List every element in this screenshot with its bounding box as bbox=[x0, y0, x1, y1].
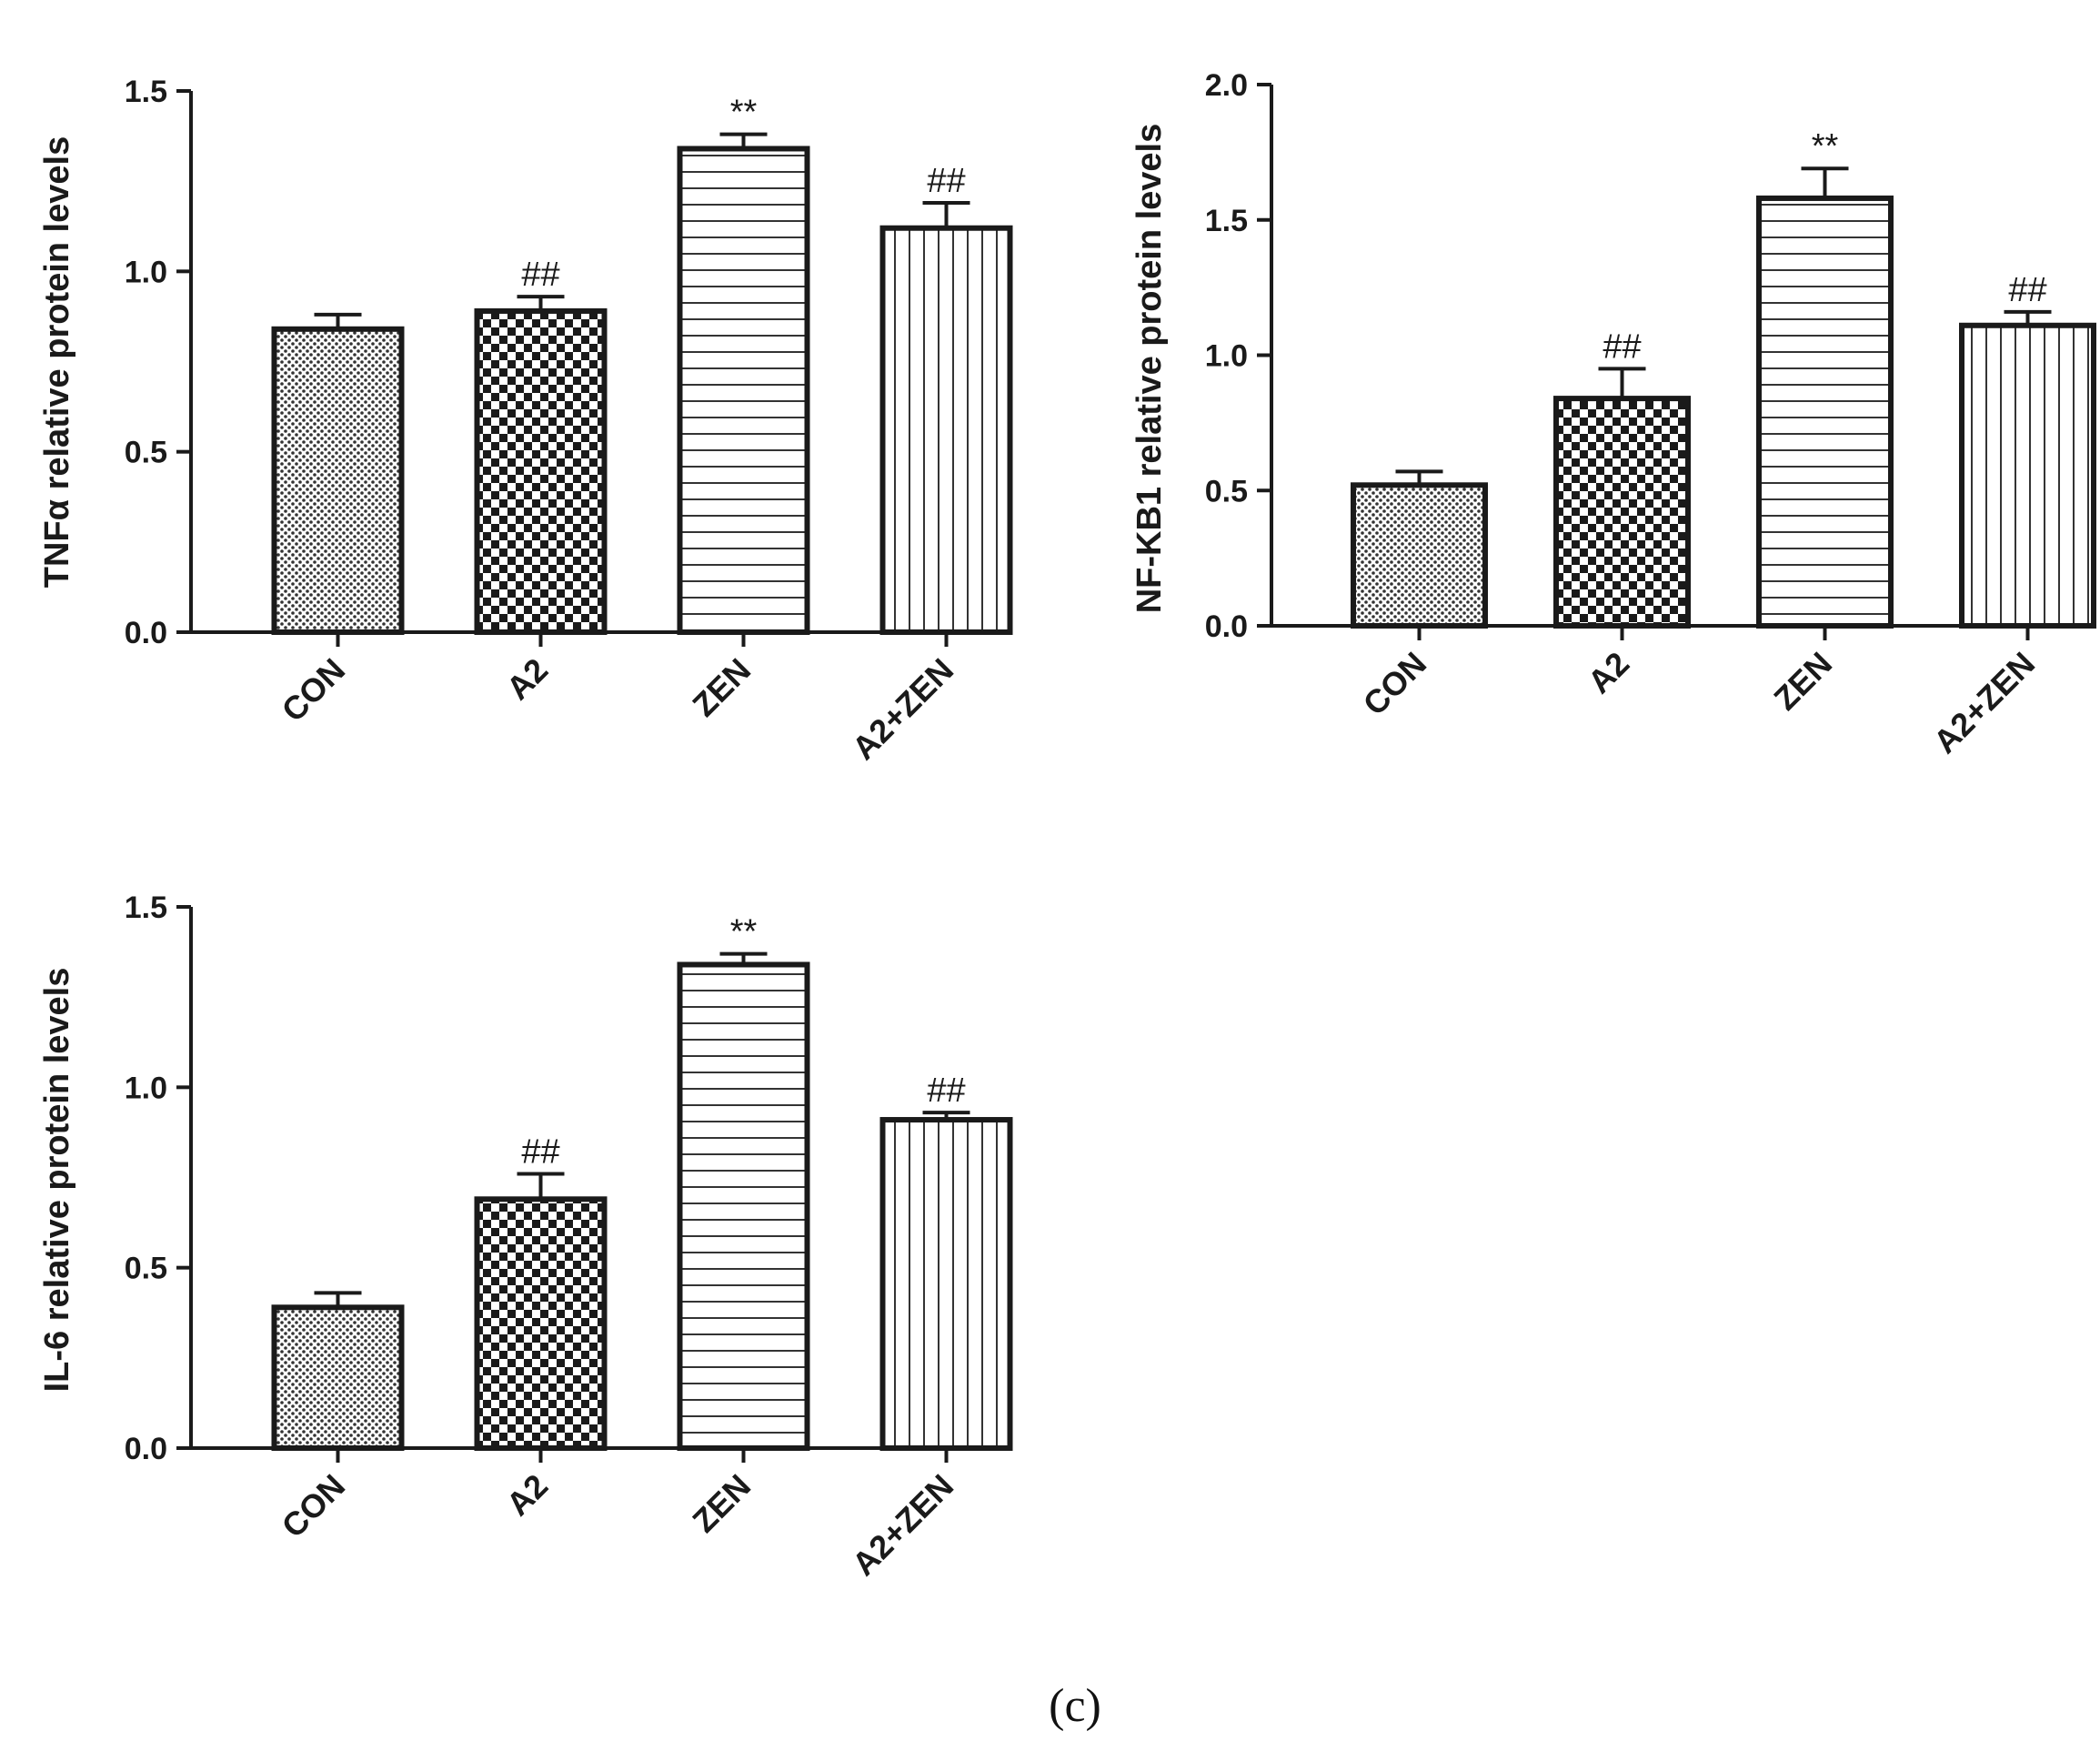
bar-con bbox=[271, 1304, 405, 1452]
y-axis-title: IL-6 relative protein levels bbox=[38, 968, 76, 1393]
y-tick-label: 0.0 bbox=[1205, 609, 1248, 644]
x-tick-label: ZEN bbox=[685, 1467, 758, 1540]
y-tick-label: 1.0 bbox=[1205, 339, 1248, 374]
significance-label: ## bbox=[1603, 327, 1641, 366]
significance-label: ** bbox=[1812, 127, 1839, 166]
bar-zen bbox=[677, 146, 810, 635]
bar-a2 bbox=[474, 307, 608, 635]
x-tick-label: A2+ZEN bbox=[1926, 645, 2042, 760]
y-tick-label: 2.0 bbox=[1205, 68, 1248, 103]
y-tick-label: 0.5 bbox=[125, 436, 167, 470]
figure-panel-label: (c) bbox=[1049, 1680, 1101, 1732]
x-tick-label: A2 bbox=[499, 1467, 556, 1524]
bar-a2 bbox=[1553, 396, 1691, 629]
y-tick-label: 0.0 bbox=[125, 1432, 167, 1466]
bar-a2-plus-zen bbox=[1959, 322, 2096, 629]
bar-a2-plus-zen bbox=[879, 225, 1013, 635]
bar-con bbox=[1351, 482, 1488, 629]
x-tick-label: CON bbox=[1356, 645, 1434, 723]
significance-label: ## bbox=[927, 1072, 965, 1110]
tnfa-bar-chart: 0.0 0.5 1.0 1.5 TNFα relative protein levels… bbox=[38, 75, 1013, 767]
y-axis-title: TNFα relative protein levels bbox=[38, 136, 76, 588]
y-tick-label: 1.5 bbox=[125, 891, 167, 925]
y-tick-label: 1.5 bbox=[125, 75, 167, 109]
bar-a2 bbox=[474, 1196, 608, 1452]
y-tick-label: 1.0 bbox=[125, 255, 167, 289]
bar-a2-plus-zen bbox=[879, 1117, 1013, 1451]
y-tick-label: 0.5 bbox=[125, 1252, 167, 1286]
x-tick-label: A2 bbox=[1581, 645, 1637, 701]
nfkb1-bar-chart: 0.0 0.5 1.0 1.5 2.0 NF-KB1 relative protein l… bbox=[1130, 68, 2096, 760]
y-axis-title: NF-KB1 relative protein levels bbox=[1130, 124, 1169, 614]
significance-label: ## bbox=[2008, 271, 2046, 309]
x-tick-label: CON bbox=[275, 651, 353, 730]
bar-con bbox=[271, 326, 405, 635]
significance-label: ## bbox=[927, 162, 965, 200]
x-tick-label: A2 bbox=[499, 651, 556, 708]
x-tick-label: ZEN bbox=[685, 651, 758, 724]
significance-label: ## bbox=[521, 256, 559, 294]
x-tick-label: ZEN bbox=[1766, 645, 1839, 718]
significance-label: ## bbox=[521, 1133, 559, 1172]
y-tick-label: 1.0 bbox=[125, 1071, 167, 1105]
significance-label: ** bbox=[730, 913, 758, 951]
significance-label: ** bbox=[730, 94, 758, 132]
x-tick-label: CON bbox=[275, 1467, 353, 1545]
y-tick-label: 0.5 bbox=[1205, 474, 1248, 508]
bar-zen bbox=[1756, 195, 1894, 629]
x-tick-label: A2+ZEN bbox=[845, 1467, 960, 1583]
y-tick-label: 0.0 bbox=[125, 616, 167, 650]
x-tick-label: A2+ZEN bbox=[845, 651, 960, 767]
il6-bar-chart: 0.0 0.5 1.0 1.5 IL-6 relative protein levels… bbox=[38, 891, 1013, 1583]
y-tick-label: 1.5 bbox=[1205, 204, 1248, 238]
bar-zen bbox=[677, 961, 810, 1451]
